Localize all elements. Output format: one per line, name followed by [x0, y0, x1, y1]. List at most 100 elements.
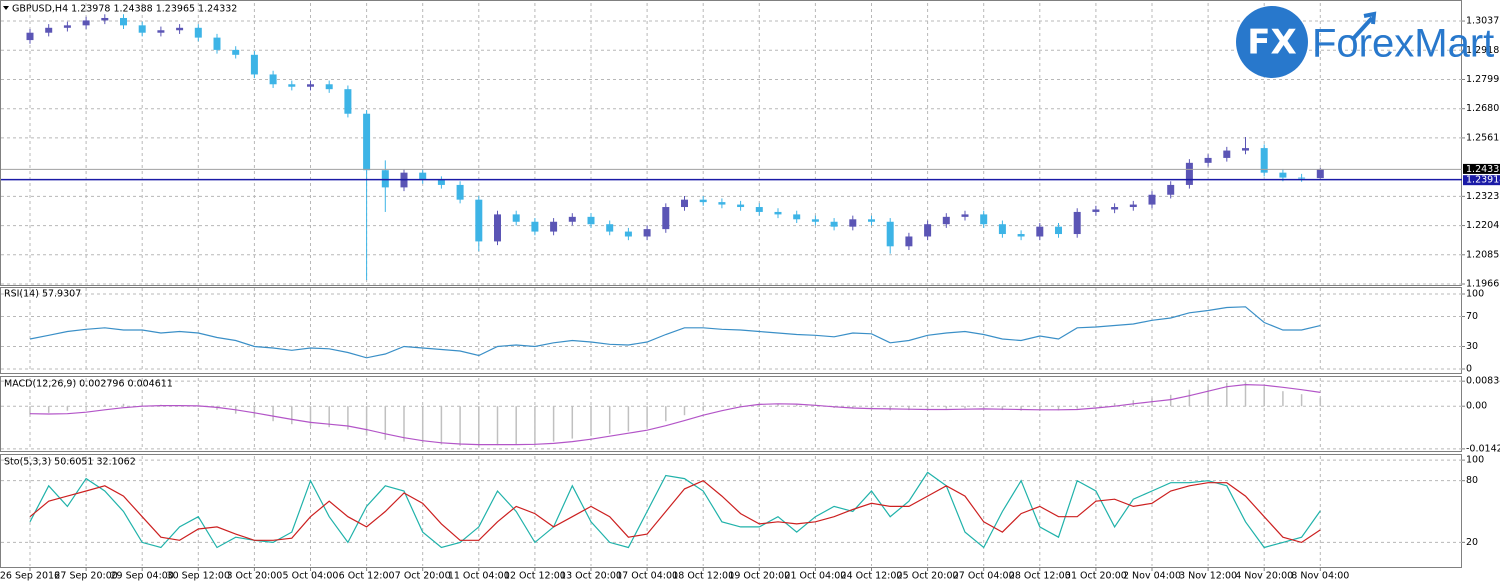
y-tick-label: 1.19665: [1466, 279, 1500, 290]
x-tick-label: 30 Sep 12:00: [167, 571, 230, 582]
series-line: [29, 306, 1321, 359]
candle-body: [681, 199, 688, 208]
candle-body: [344, 89, 352, 114]
x-tick-label: 27 Oct 04:00: [953, 571, 1015, 582]
x-tick-label: 4 Nov 20:00: [1235, 571, 1293, 582]
candle-body: [737, 204, 745, 208]
candle-body: [587, 216, 595, 225]
candle-body: [942, 216, 950, 225]
x-tick-label: 26 Sep 2016: [0, 571, 60, 582]
y-tick-label: 1.29185: [1466, 45, 1500, 56]
candle-body: [643, 229, 651, 237]
candle-body: [381, 170, 389, 188]
candle-body: [512, 214, 520, 222]
hline-price-label: 1.23914: [1466, 175, 1500, 186]
logo-badge: FX: [1247, 23, 1296, 63]
logo-text: ForexMart: [1312, 22, 1494, 66]
stoch-pane: [0, 454, 1462, 568]
x-tick-label: 24 Oct 12:00: [841, 571, 903, 582]
y-tick-label: 80: [1466, 475, 1478, 486]
candle-body: [176, 27, 184, 31]
candle-body: [82, 20, 90, 26]
candle-body: [1092, 209, 1100, 212]
candle-body: [1073, 211, 1081, 235]
x-tick-label: 21 Oct 04:00: [784, 571, 846, 582]
y-tick-label: 1.23235: [1466, 191, 1500, 202]
candle-body: [1279, 172, 1287, 178]
x-tick-label: 3 Oct 20:00: [226, 571, 282, 582]
candle-body: [1017, 234, 1025, 237]
series-line: [29, 480, 1321, 544]
candle-body: [718, 202, 726, 205]
candle-body: [1167, 184, 1175, 195]
candle-body: [980, 214, 988, 225]
candle-body: [774, 211, 782, 215]
y-tick-label: 1.26805: [1466, 103, 1500, 114]
candle-body: [1316, 169, 1324, 179]
candle-body: [568, 216, 576, 222]
candle-body: [250, 54, 258, 75]
y-tick-label: 100: [1466, 289, 1484, 300]
candle-body: [232, 49, 240, 55]
rsi-pane: [0, 287, 1462, 374]
pane-title: Sto(5,3,3) 50.6051 32.1062: [4, 457, 136, 468]
logo: FX ForexMart: [1236, 6, 1494, 78]
y-tick-label: 1.22045: [1466, 220, 1500, 231]
candle-body: [961, 214, 969, 217]
candle-body: [494, 214, 501, 242]
candle-body: [1036, 226, 1044, 237]
candle-body: [1204, 157, 1212, 163]
y-tick-label: 70: [1466, 311, 1478, 322]
y-tick-label: 1.30375: [1466, 16, 1500, 27]
series-line: [29, 383, 1321, 446]
y-tick-label: 0.00: [1466, 401, 1487, 412]
series-line: [29, 471, 1321, 549]
x-tick-label: 28 Oct 12:00: [1009, 571, 1071, 582]
candle-body: [1185, 162, 1193, 185]
x-tick-label: 3 Nov 12:00: [1179, 571, 1237, 582]
candle-body: [45, 27, 53, 33]
x-tick-label: 29 Sep 04:00: [110, 571, 173, 582]
candle-body: [849, 219, 857, 227]
y-tick-label: 20: [1466, 537, 1478, 548]
x-tick-label: 13 Oct 20:00: [560, 571, 622, 582]
candle-body: [269, 74, 277, 85]
candle-body: [157, 30, 165, 33]
hline-price-box: [1463, 175, 1500, 186]
x-tick-label: 11 Oct 04:00: [448, 571, 510, 582]
candle-body: [1055, 226, 1062, 235]
pane-title: MACD(12,26,9) 0.002796 0.004611: [4, 379, 173, 390]
y-tick-label: -0.014226: [1466, 443, 1500, 454]
candle-body: [905, 236, 913, 247]
candle-body: [868, 219, 875, 222]
candle-body: [456, 184, 464, 200]
candle-body: [475, 199, 483, 242]
candle-body: [830, 221, 838, 227]
candle-body: [699, 199, 707, 203]
y-tick-label: 30: [1466, 341, 1478, 352]
x-tick-label: 25 Oct 20:00: [897, 571, 959, 582]
candle-body: [1148, 194, 1156, 205]
pane-title: GBPUSD,H4 1.23978 1.24388 1.23965 1.2433…: [12, 4, 237, 15]
candle-body: [624, 231, 632, 237]
y-tick-label: 0: [1466, 364, 1472, 375]
candle-body: [606, 224, 614, 232]
y-tick-label: 1.25615: [1466, 132, 1500, 143]
candle-body: [550, 221, 558, 232]
candle-body: [811, 219, 819, 222]
candle-body: [998, 224, 1006, 235]
candle-body: [419, 172, 427, 181]
x-tick-label: 12 Oct 12:00: [504, 571, 566, 582]
last-price-box: [1463, 163, 1500, 174]
x-tick-label: 5 Oct 04:00: [283, 571, 339, 582]
candle-body: [755, 207, 763, 212]
candle-body: [924, 224, 932, 237]
x-tick-label: 17 Oct 04:00: [616, 571, 678, 582]
y-tick-label: 1.27995: [1466, 74, 1500, 85]
logo-badge-circle: [1236, 6, 1308, 78]
candle-body: [138, 25, 146, 33]
x-tick-label: 8 Nov 04:00: [1291, 571, 1349, 582]
candle-body: [288, 84, 296, 87]
x-tick-label: 18 Oct 12:00: [672, 571, 734, 582]
